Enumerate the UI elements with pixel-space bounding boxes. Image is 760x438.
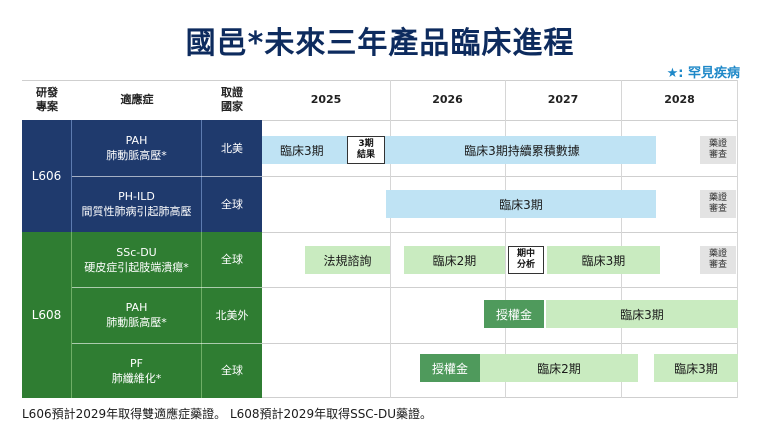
bar-r3-phase3: 臨床3期 — [547, 246, 660, 274]
grid-line — [621, 80, 622, 398]
country-cell: 全球 — [202, 232, 262, 287]
indication-cell: PAH 肺動脈高壓* — [72, 120, 202, 176]
country-cell: 全球 — [202, 176, 262, 232]
row-separator — [72, 287, 262, 288]
indication-cell: PH-ILD 間質性肺病引起肺高壓 — [72, 176, 202, 232]
row-separator — [72, 176, 262, 177]
grid-line — [262, 176, 738, 177]
bar-r2-phase3: 臨床3期 — [386, 190, 656, 218]
header-year-2025: 2025 — [310, 93, 342, 106]
indication-cell: PAH 肺動脈高壓* — [72, 287, 202, 343]
grid-line — [262, 232, 738, 233]
country-cell: 北美外 — [202, 287, 262, 343]
header-indication: 適應症 — [120, 93, 154, 106]
grid-line — [22, 80, 738, 81]
bar-r3-consult: 法規諮詢 — [305, 246, 390, 274]
header-project: 研發 專案 — [36, 86, 58, 113]
country-cell: 全球 — [202, 343, 262, 398]
footer-note: L606預計2029年取得雙適應症藥證。 L608預計2029年取得SSC-DU… — [22, 407, 433, 421]
rare-disease-legend: ★: 罕見疾病 — [666, 66, 740, 81]
indication-cell: PF 肺纖維化* — [72, 343, 202, 398]
bar-r5-phase2: 臨床2期 — [480, 354, 638, 382]
project-l606: L606 — [22, 120, 72, 232]
bar-r5-grant: 授權金 — [420, 354, 480, 382]
milestone-r3-license: 藥證 審查 — [700, 246, 736, 274]
bar-r3-phase2: 臨床2期 — [404, 246, 505, 274]
indication-cell: SSc-DU 硬皮症引起肢端潰瘍* — [72, 232, 202, 287]
milestone-r1-license: 藥證 審查 — [700, 136, 736, 164]
bar-r1-continue: 臨床3期持續累積數據 — [388, 136, 656, 164]
header-year-2028: 2028 — [664, 93, 695, 106]
grid-line — [22, 397, 738, 398]
project-l608: L608 — [22, 232, 72, 398]
grid-line — [737, 80, 738, 398]
bar-r5-phase3: 臨床3期 — [654, 354, 738, 382]
row-separator — [72, 343, 262, 344]
country-cell: 北美 — [202, 120, 262, 176]
grid-line — [262, 287, 738, 288]
grid-line — [262, 343, 738, 344]
timeline-table: 研發 專案 適應症 取證 國家 2025 2026 2027 2028 L606… — [22, 80, 738, 398]
header-year-2026: 2026 — [432, 93, 463, 106]
milestone-r3-interim: 期中 分析 — [508, 246, 544, 274]
milestone-r2-license: 藥證 審查 — [700, 190, 736, 218]
grid-line — [505, 80, 506, 398]
header-country: 取證 國家 — [221, 86, 243, 113]
header-year-2027: 2027 — [547, 93, 579, 106]
page-title: 國邑*未來三年產品臨床進程 — [185, 26, 575, 61]
grid-line — [22, 120, 738, 121]
bar-r4-grant: 授權金 — [484, 300, 544, 328]
bar-r4-phase3: 臨床3期 — [546, 300, 738, 328]
grid-line — [390, 80, 391, 398]
milestone-r1-result: 3期 結果 — [347, 136, 385, 164]
